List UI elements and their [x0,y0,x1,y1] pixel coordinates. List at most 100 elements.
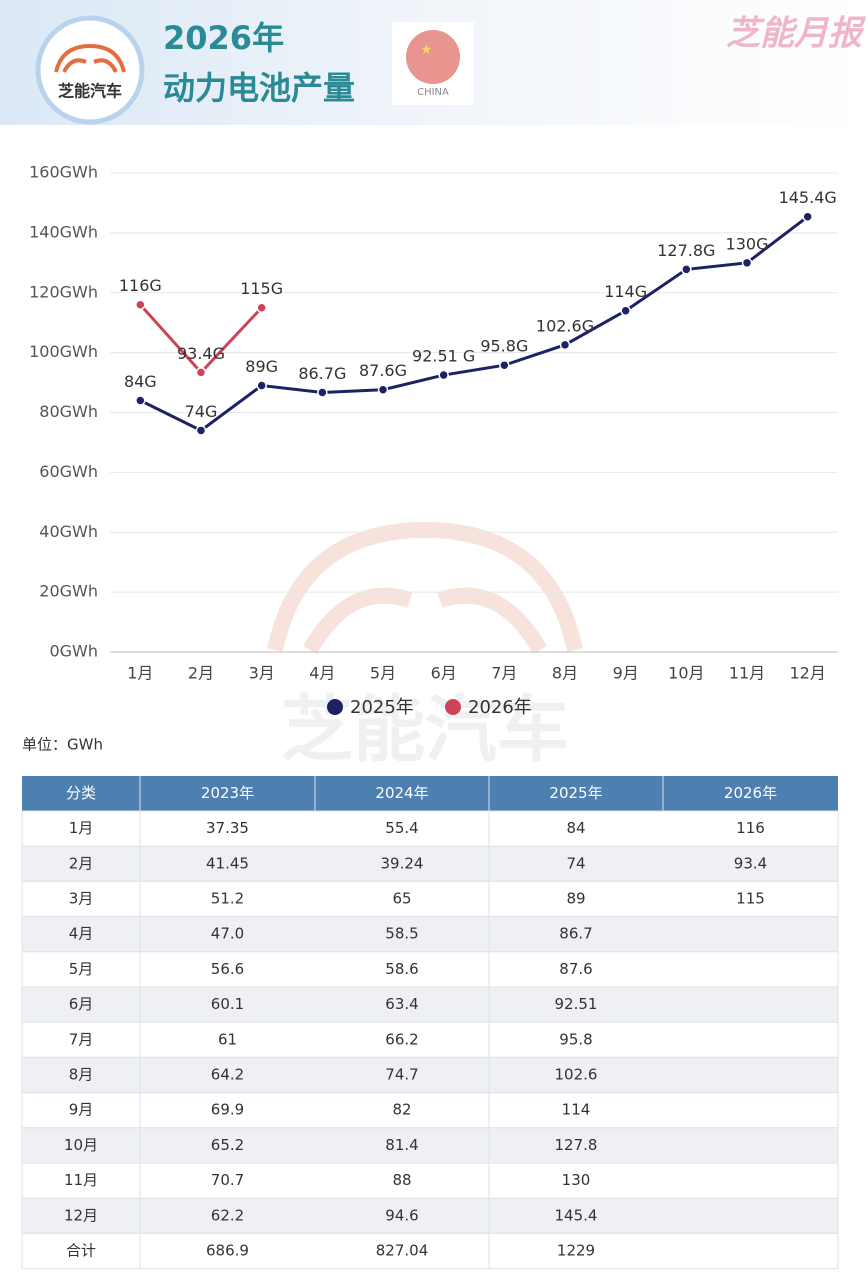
table-cell: 87.6 [559,960,592,978]
unit: 单位：GWh [22,736,103,754]
data-label: 116G [119,276,162,295]
table-cell: 39.24 [381,854,424,872]
y-tick-label: 120GWh [29,282,98,301]
x-tick-label: 5月 [370,664,396,683]
table-cell: 3月 [69,890,94,908]
data-label: 93.4G [177,344,225,363]
table-header-bg [22,776,838,811]
table-cell: 51.2 [211,890,244,908]
table-cell: 1229 [557,1242,595,1260]
table-cell: 114 [562,1101,591,1119]
table-cell: 145.4 [555,1206,598,1224]
data-point [256,302,267,313]
table-cell: 66.2 [385,1030,418,1048]
y-tick-label: 60GWh [39,462,98,481]
data-label: 84G [124,372,157,391]
table-cell: 89 [566,890,585,908]
x-tick-label: 6月 [431,664,457,683]
table-row [21,1021,839,1058]
data-point [195,425,207,436]
data-point [802,211,813,222]
y-tick-label: 80GWh [39,402,98,421]
flag-star: ★ [420,42,433,58]
table-cell: 64.2 [211,1066,244,1084]
table-cell: 12月 [64,1206,98,1224]
table-row [21,1092,839,1129]
data-point [256,380,267,391]
data-label: 95.8G [480,337,528,356]
data-label: 115G [240,279,283,298]
table-cell: 41.45 [206,854,249,872]
flag-label: CHINA [417,87,449,98]
table-cell: 81.4 [385,1136,418,1154]
data-point [499,359,510,371]
table-cell: 10月 [64,1136,98,1154]
table-cell: 47.0 [211,925,244,943]
y-tick-label: 140GWh [29,222,98,241]
table-cell: 61 [218,1030,237,1048]
table-row [21,951,839,988]
table-cell: 65 [392,890,411,908]
x-tick-label: 8月 [552,664,578,683]
table-cell: 115 [736,890,765,908]
table-cell: 82 [392,1101,411,1119]
data-point [195,367,207,378]
table-row [21,1056,839,1094]
table-row [21,1197,839,1234]
table-row [21,986,839,1023]
table-row [21,880,839,918]
y-tick-label: 100GWh [29,342,98,361]
logo [35,15,145,125]
table-cell: 1月 [69,819,94,837]
y-tick-label: 40GWh [39,522,98,541]
table-cell: 93.4 [734,854,767,872]
table-cell: 11月 [64,1171,98,1189]
table-cell: 70.7 [211,1171,244,1189]
flag [406,30,460,84]
table-row [21,916,839,953]
data-point [620,305,631,316]
y-tick-label: 0GWh [49,642,98,661]
data-point [377,384,389,395]
data-point [681,264,692,275]
table-cell: 4月 [69,925,94,943]
logo-car [54,43,126,73]
table-cell: 37.35 [206,819,249,837]
table-row [21,810,839,847]
table-cell: 55.4 [385,819,418,837]
x-tick-label: 7月 [491,664,517,683]
table-cell: 686.9 [206,1242,249,1260]
x-tick-label: 3月 [249,664,275,683]
table-cell: 2月 [69,854,94,872]
data-label: 127.8G [657,241,715,260]
table-header-cell: 2023年 [201,784,254,802]
table-header-cell: 2025年 [549,784,602,802]
data-point [559,339,571,351]
table-header-cell: 分类 [66,784,96,802]
table-cell: 69.9 [211,1101,244,1119]
table-cell: 74.7 [385,1066,418,1084]
chart: 0GWh 20GWh 40GWh 60GWh 80GWh 100GWh 120GWh 140G… [29,163,838,718]
table-cell: 58.6 [385,960,418,978]
x-tick-label: 2月 [188,664,214,683]
data-label: 145.4G [779,188,837,207]
table-cell: 74 [566,854,585,872]
table-cell: 6月 [69,995,94,1013]
legend-label: 2026年 [468,697,532,718]
table-cell: 86.7 [559,925,592,943]
series-line [139,215,809,433]
x-tick-label: 10月 [668,664,704,683]
table-cell: 60.1 [211,995,244,1013]
table-header-cell: 2026年 [724,784,777,802]
table-cell: 58.5 [385,925,418,943]
table-cell: 88 [392,1171,411,1189]
table-row [21,845,839,882]
x-tick-label: 12月 [789,664,825,683]
table-cell: 7月 [69,1030,94,1048]
data-label: 89G [245,357,278,376]
table-row [21,1232,839,1270]
table-row [21,1162,839,1199]
data-label: 102.6G [536,316,594,335]
data-point [317,387,328,398]
table-row [21,1127,839,1164]
